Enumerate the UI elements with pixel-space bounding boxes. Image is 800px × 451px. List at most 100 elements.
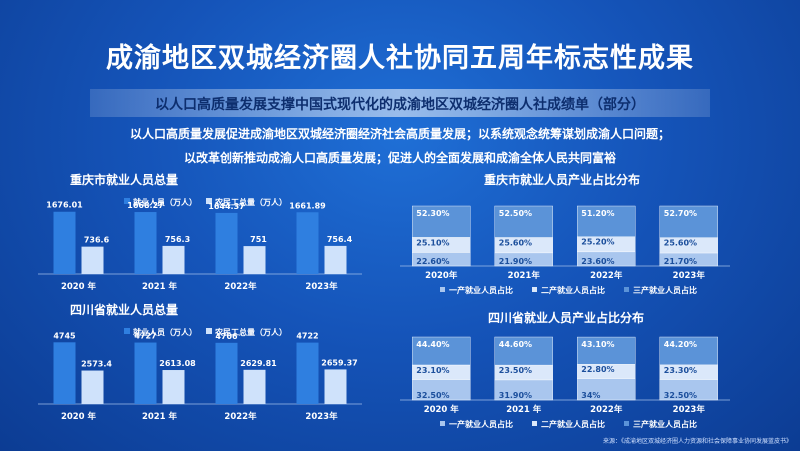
x-tick-label: 2022年 [590, 404, 623, 415]
data-label: 4745 [53, 331, 76, 340]
bar-segment-3 [659, 336, 718, 366]
x-tick-label: 2022年 [224, 411, 257, 422]
data-label: 4706 [215, 332, 238, 341]
data-label: 52.30% [416, 209, 449, 218]
data-label: 2573.4 [81, 360, 112, 369]
bar-migrant [243, 369, 266, 404]
data-label: 22.80% [581, 365, 614, 374]
bar-migrant [81, 370, 104, 404]
legend-swatch [206, 328, 212, 334]
bar-employment [215, 212, 238, 274]
x-tick-label: 2021 年 [506, 404, 542, 415]
x-tick-label: 2020 年 [61, 281, 97, 292]
x-tick-label: 2023年 [673, 270, 706, 281]
legend-swatch [532, 421, 537, 426]
bar-migrant [162, 245, 185, 274]
data-label: 23.30% [664, 366, 697, 375]
data-label: 1644.37 [208, 202, 244, 211]
legend-label: 一产就业人员占比 [449, 419, 513, 429]
bar-segment-3 [577, 336, 636, 365]
data-label: 23.10% [416, 366, 449, 375]
legend-swatch [124, 328, 130, 334]
data-label: 44.60% [499, 340, 532, 349]
source-note: 来源：《成渝地区双城经济圈人力资源和社会保障事业协同发展蓝皮书》 [602, 438, 792, 445]
data-label: 22.60% [416, 257, 449, 266]
bar-employment [134, 212, 157, 274]
bar-employment [296, 342, 319, 404]
legend-swatch [440, 421, 445, 426]
bar-segment-3 [494, 205, 553, 238]
data-label: 4727 [134, 332, 156, 341]
x-tick-label: 2023年 [305, 281, 338, 292]
data-label: 32.50% [664, 391, 697, 400]
legend-label: 三产就业人员占比 [633, 285, 697, 295]
data-label: 31.90% [499, 391, 532, 400]
data-label: 4722 [296, 332, 318, 341]
x-tick-label: 2020年 [425, 270, 458, 281]
x-tick-label: 2022年 [224, 281, 257, 292]
legend-label: 三产就业人员占比 [633, 419, 697, 429]
legend-label: 农民工总量（万人） [214, 327, 287, 337]
x-tick-label: 2021 年 [142, 411, 178, 422]
data-label: 756.3 [165, 235, 190, 244]
bar-migrant [324, 245, 347, 274]
bar-migrant [81, 246, 104, 274]
data-label: 2659.37 [321, 358, 357, 367]
x-tick-label: 2020 年 [61, 411, 97, 422]
bar-segment-3 [659, 205, 718, 238]
bar-employment [296, 212, 319, 274]
chart-sichuan-industry-share: 四川省就业人员产业占比分布 32.50% 23.10% 44.40% 2020 年 31.… [400, 310, 730, 429]
legend-label: 就业人员（万人） [133, 197, 197, 207]
data-label: 2613.08 [159, 359, 196, 368]
data-label: 21.90% [499, 257, 532, 266]
chart-title: 重庆市就业人员总量 [70, 172, 178, 187]
bar-segment-3 [577, 205, 636, 237]
legend-label: 农民工总量（万人） [214, 197, 287, 207]
data-label: 25.10% [416, 238, 449, 247]
data-label: 44.20% [664, 340, 697, 349]
bar-migrant [243, 246, 266, 274]
legend-label: 二产就业人员占比 [541, 419, 605, 429]
data-label: 52.70% [664, 209, 697, 218]
data-label: 32.50% [416, 391, 449, 400]
x-tick-label: 2020 年 [424, 404, 460, 415]
chart-title: 四川省就业人员总量 [70, 302, 178, 317]
legend-swatch [440, 287, 445, 292]
chart-title: 四川省就业人员产业占比分布 [488, 310, 644, 325]
legend-swatch [206, 198, 212, 204]
bar-employment [53, 342, 76, 404]
legend-swatch [624, 421, 629, 426]
data-label: 1668.27 [127, 201, 163, 210]
data-label: 25.60% [664, 239, 697, 248]
data-label: 25.60% [499, 239, 532, 248]
data-label: 1661.89 [289, 201, 326, 210]
data-label: 23.50% [499, 366, 532, 375]
banner-text: 以人口高质量发展支撑中国式现代化的成渝地区双城经济圈人社成绩单（部分） [155, 97, 645, 113]
legend-label: 二产就业人员占比 [541, 285, 605, 295]
data-label: 21.70% [664, 257, 697, 266]
x-tick-label: 2023年 [673, 404, 706, 415]
x-tick-label: 2022年 [590, 270, 623, 281]
bar-migrant [324, 369, 347, 404]
data-label: 736.6 [84, 236, 110, 245]
data-label: 34% [581, 391, 600, 400]
bar-employment [134, 342, 157, 404]
legend-label: 一产就业人员占比 [449, 285, 513, 295]
slogan-line-1: 以人口高质量发展促进成渝地区双城经济圈经济社会高质量发展；以系统观念统筹谋划成渝… [129, 127, 670, 141]
bar-employment [53, 211, 76, 274]
slogan-line-2: 以改革创新推动成渝人口高质量发展；促进人的全面发展和成渝全体人民共同富裕 [183, 151, 616, 165]
chart-chongqing-industry-share: 重庆市就业人员产业占比分布 22.60% 25.10% 52.30% 2020年 21.9… [400, 172, 730, 295]
chart-title: 重庆市就业人员产业占比分布 [484, 172, 640, 187]
bar-migrant [162, 370, 185, 404]
data-label: 52.50% [499, 209, 532, 218]
bar-employment [215, 342, 238, 404]
legend-label: 就业人员（万人） [133, 327, 197, 337]
data-label: 51.20% [581, 209, 614, 218]
banner-background [90, 89, 710, 117]
data-label: 2629.81 [240, 359, 277, 368]
legend-swatch [124, 198, 130, 204]
data-label: 751 [250, 235, 267, 244]
page-title: 成渝地区双城经济圈人社协同五周年标志性成果 [106, 43, 694, 74]
